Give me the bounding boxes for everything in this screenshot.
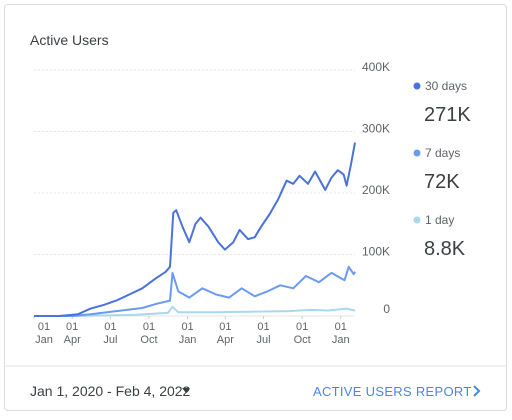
legend-dot <box>413 216 421 224</box>
x-tick-label: 01 Jan <box>332 321 350 346</box>
legend-total: 72K <box>424 171 460 193</box>
x-tick-label: 01 Apr <box>217 321 234 346</box>
legend-label: 7 days <box>425 146 460 160</box>
legend-dot <box>413 149 421 157</box>
series-line <box>34 265 356 317</box>
legend-total: 271K <box>424 104 471 126</box>
legend-dot <box>413 82 421 90</box>
x-tick-label: 01 Jul <box>103 321 117 346</box>
x-tick-label: 01 Oct <box>294 321 311 346</box>
y-tick-label: 300K <box>362 122 390 136</box>
series-line <box>34 305 356 317</box>
y-tick-label: 200K <box>362 183 390 197</box>
x-tick-label: 01 Apr <box>64 321 81 346</box>
report-link[interactable]: ACTIVE USERS REPORT <box>313 384 472 399</box>
x-tick-label: 01 Jul <box>256 321 270 346</box>
legend-label: 1 day <box>425 213 454 227</box>
date-range[interactable]: Jan 1, 2020 - Feb 4, 2022 <box>30 383 191 399</box>
report-chevron[interactable] <box>473 385 481 397</box>
x-tick-label: 01 Oct <box>140 321 157 346</box>
series-line <box>34 142 356 317</box>
dropdown-caret[interactable] <box>182 388 190 393</box>
x-tick-label: 01 Jan <box>179 321 197 346</box>
legend-label: 30 days <box>425 79 467 93</box>
x-tick-label: 01 Jan <box>35 321 53 346</box>
card-border <box>4 4 507 411</box>
legend-total: 8.8K <box>424 238 466 260</box>
y-tick-label: 400K <box>362 60 390 74</box>
y-tick-label: 0 <box>383 302 390 316</box>
y-tick-label: 100K <box>362 245 390 259</box>
chart-title: Active Users <box>30 32 109 48</box>
